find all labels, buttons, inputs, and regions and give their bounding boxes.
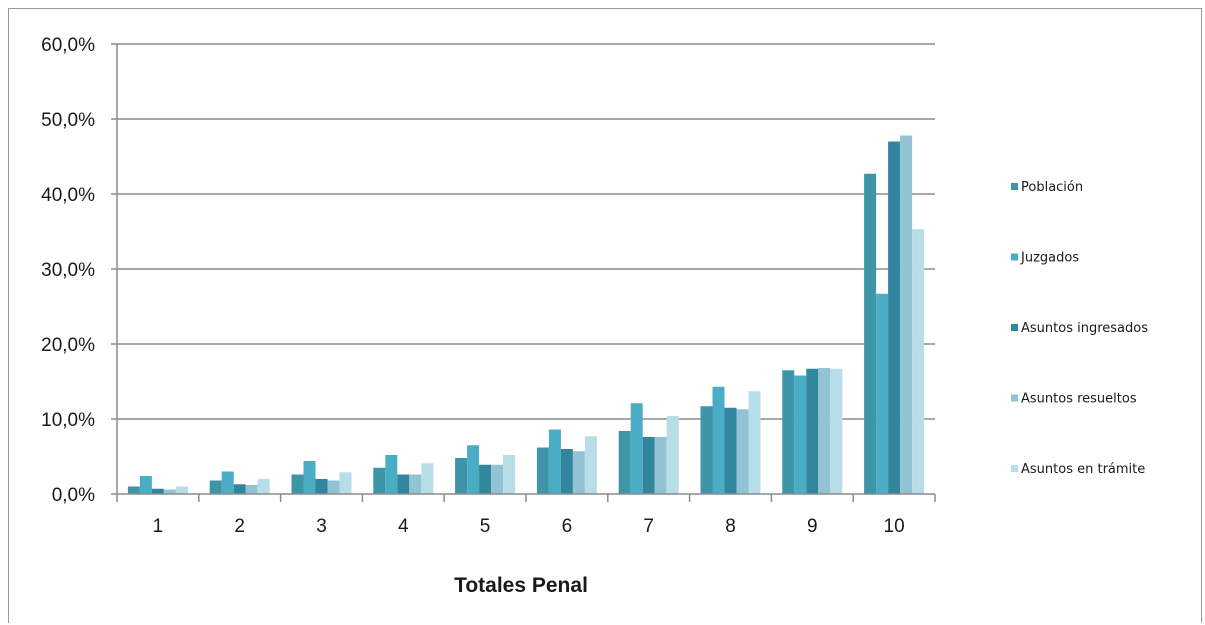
y-tick-label: 50,0% <box>41 110 95 131</box>
bar <box>491 464 504 494</box>
bar <box>245 485 258 494</box>
legend-label: Población <box>1021 180 1083 195</box>
bar <box>654 437 667 494</box>
bar <box>700 406 713 494</box>
bar <box>794 375 807 494</box>
bar <box>139 476 152 494</box>
legend-swatch <box>1011 253 1018 261</box>
bar <box>572 451 585 494</box>
bar <box>618 431 631 494</box>
x-tick-label: 9 <box>807 516 818 537</box>
legend-swatch <box>1011 465 1018 472</box>
x-tick-label: 2 <box>234 516 245 537</box>
bar <box>584 436 597 494</box>
bar <box>503 455 516 494</box>
bar <box>876 293 889 494</box>
bar <box>397 474 410 494</box>
bar <box>221 471 234 494</box>
x-tick-label: 1 <box>153 516 164 537</box>
bar <box>560 449 573 494</box>
y-tick-label: 60,0% <box>41 35 95 56</box>
x-tick-label: 6 <box>562 516 573 537</box>
x-tick-label: 5 <box>480 516 491 537</box>
bar <box>630 403 643 494</box>
y-tick-label: 30,0% <box>41 260 95 281</box>
x-tick-label: 3 <box>316 516 327 537</box>
bar <box>818 368 831 494</box>
bar <box>339 472 352 494</box>
bar <box>736 409 749 494</box>
bar <box>806 368 819 494</box>
bar <box>303 461 316 494</box>
bar <box>900 135 913 494</box>
legend: Población Juzgados Asuntos ingresados Asunt… <box>1011 180 1148 477</box>
bar <box>385 455 398 494</box>
bar <box>209 480 222 494</box>
bar <box>175 486 188 494</box>
bar <box>421 463 434 494</box>
bar <box>782 370 795 494</box>
bar <box>479 464 492 494</box>
legend-label: Asuntos en trámite <box>1021 462 1145 477</box>
bar <box>642 437 655 494</box>
y-tick-label: 10,0% <box>41 410 95 431</box>
bar <box>233 484 246 494</box>
bar <box>291 474 304 494</box>
legend-label: Asuntos resueltos <box>1021 392 1137 407</box>
y-tick-label: 20,0% <box>41 335 95 356</box>
legend-swatch <box>1011 324 1018 331</box>
bar <box>127 486 140 494</box>
bars <box>127 135 925 494</box>
x-axis-label: Totales Penal <box>454 574 588 597</box>
legend-swatch <box>1011 183 1018 190</box>
bar <box>748 391 761 494</box>
bar <box>409 474 422 494</box>
bar <box>912 229 925 494</box>
bar <box>888 141 901 494</box>
bar <box>536 447 549 494</box>
x-axis-ticks: 1 2 3 4 5 6 7 8 9 10 <box>116 494 936 537</box>
gridlines <box>117 43 935 420</box>
y-tick-label: 0,0% <box>52 485 95 506</box>
bar <box>724 407 737 494</box>
chart-frame <box>8 8 1202 623</box>
legend-swatch <box>1011 394 1018 402</box>
x-tick-label: 4 <box>398 516 409 537</box>
bar <box>315 479 328 494</box>
x-tick-label: 8 <box>725 516 736 537</box>
bar <box>548 429 561 494</box>
legend-label: Asuntos ingresados <box>1021 321 1148 336</box>
bar <box>455 458 468 494</box>
bar <box>830 368 843 494</box>
bar <box>373 467 386 494</box>
x-tick-label: 7 <box>643 516 654 537</box>
bar <box>151 488 164 494</box>
x-tick-label: 10 <box>884 516 905 537</box>
bar <box>864 173 877 494</box>
bar <box>467 445 480 494</box>
y-axis-ticks: 0,0% 10,0% 20,0% 30,0% 40,0% 50,0% 60,0% <box>41 35 117 506</box>
bar <box>666 416 679 494</box>
legend-label: Juzgados <box>1020 251 1079 266</box>
bar <box>257 479 270 494</box>
bar <box>327 480 340 494</box>
bar <box>712 386 725 494</box>
y-tick-label: 40,0% <box>41 185 95 206</box>
bar <box>163 489 176 494</box>
